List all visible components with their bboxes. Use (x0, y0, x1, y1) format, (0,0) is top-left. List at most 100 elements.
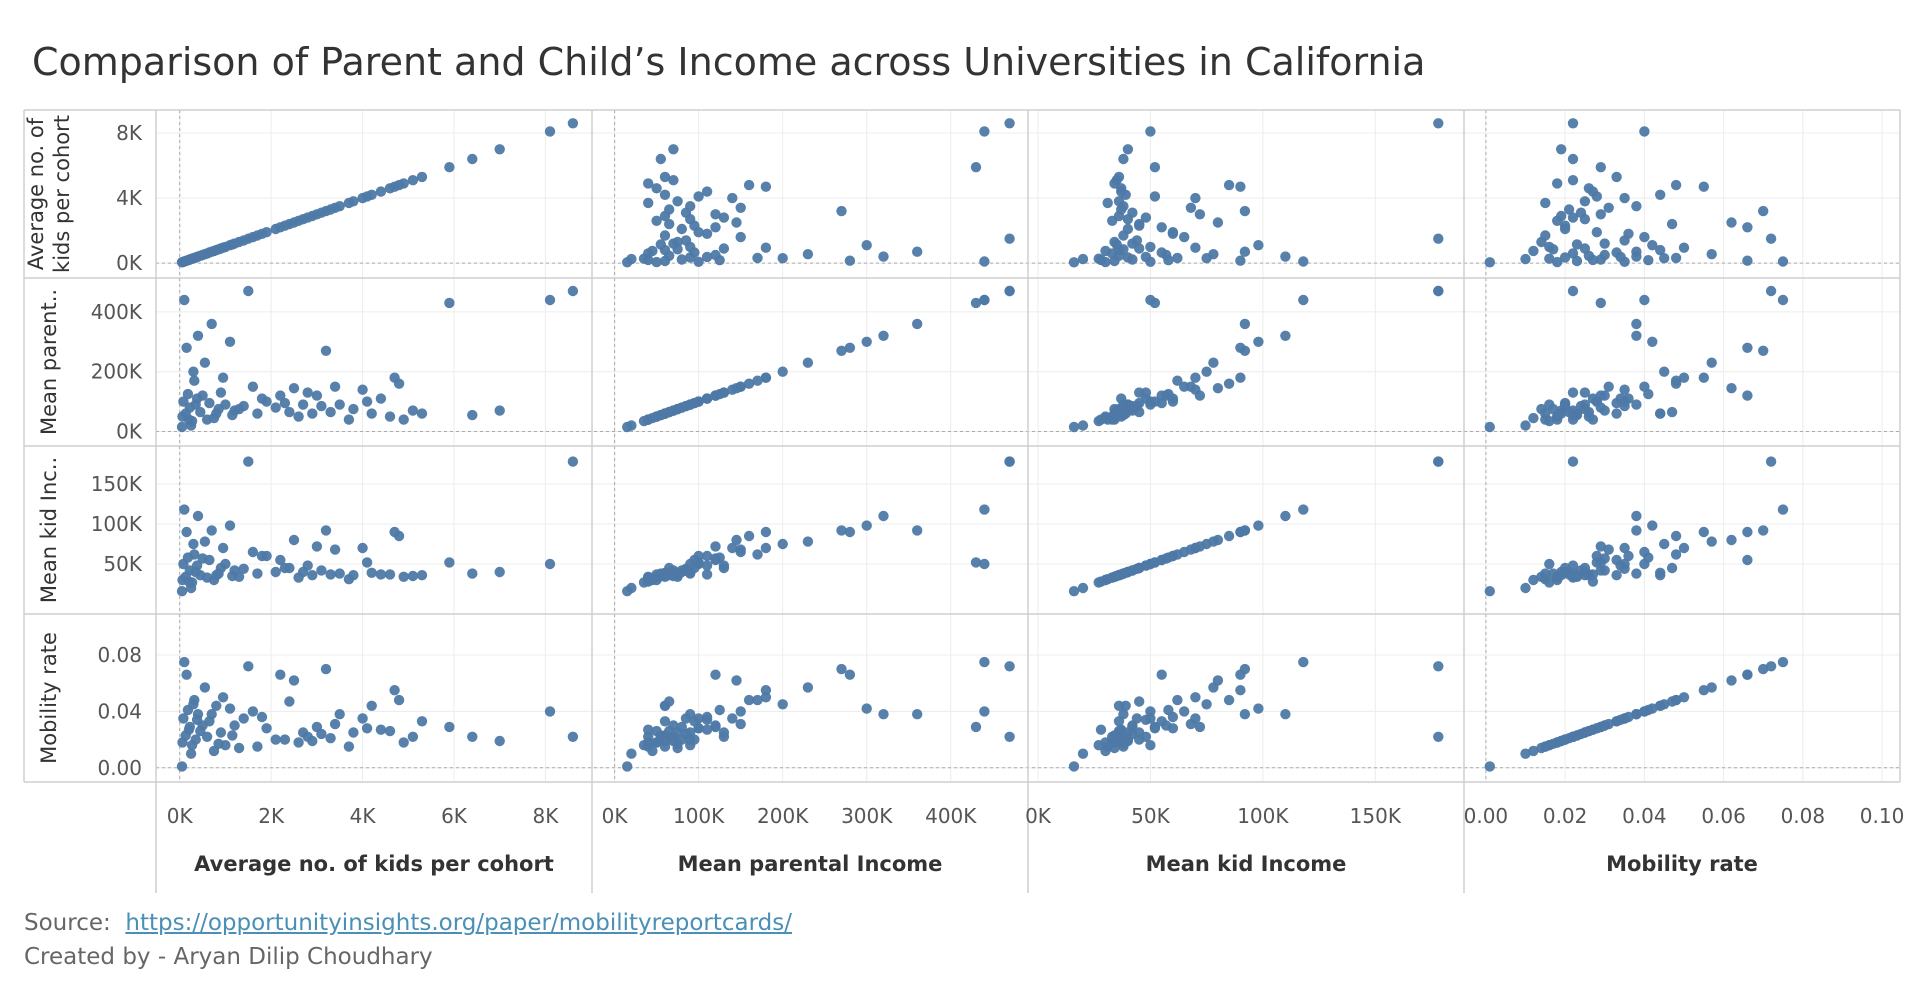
data-point (1623, 711, 1634, 723)
data-point (1201, 699, 1212, 710)
x-tick-label: 0.04 (1622, 804, 1667, 828)
data-point (622, 586, 633, 597)
data-point (302, 387, 313, 398)
data-point (1544, 740, 1555, 751)
data-point (1579, 387, 1591, 398)
data-point (544, 706, 556, 717)
data-point (1552, 178, 1563, 189)
data-point (1706, 536, 1717, 547)
data-point (243, 285, 254, 297)
data-point (1631, 318, 1642, 330)
data-point (293, 411, 304, 422)
data-point (1583, 406, 1595, 418)
data-point (302, 560, 313, 571)
x-tick-label: 150K (1350, 804, 1402, 828)
x-tick-label: 0.08 (1781, 804, 1826, 828)
data-point (626, 748, 637, 759)
data-point (188, 538, 199, 550)
data-point (188, 366, 199, 377)
data-point (215, 727, 227, 738)
data-point (1194, 390, 1206, 401)
data-point (710, 669, 721, 680)
data-point (693, 191, 704, 202)
data-point (247, 706, 259, 717)
data-point (1639, 294, 1650, 306)
data-point (366, 700, 377, 711)
data-point (760, 526, 772, 538)
data-point (760, 181, 772, 192)
data-point (659, 571, 671, 582)
data-point (284, 406, 295, 418)
data-point (316, 400, 327, 412)
data-point (204, 397, 215, 409)
data-point (1298, 294, 1309, 306)
data-point (979, 256, 990, 267)
data-point (1559, 397, 1571, 409)
data-point (252, 408, 263, 419)
data-point (1536, 236, 1547, 248)
data-point (191, 714, 203, 725)
data-point (1567, 118, 1579, 129)
data-point (1134, 734, 1145, 745)
data-point (664, 218, 675, 230)
data-point (1433, 456, 1444, 467)
data-point (710, 222, 721, 233)
data-point (731, 675, 742, 686)
data-point (1239, 709, 1251, 720)
data-point (1140, 212, 1152, 223)
data-point (302, 212, 313, 223)
data-point (643, 724, 654, 735)
data-point (398, 414, 409, 425)
data-point (1706, 682, 1717, 693)
data-point (1615, 251, 1626, 263)
data-point (844, 255, 856, 266)
data-point (1742, 390, 1753, 401)
data-point (651, 183, 662, 194)
data-point (288, 675, 300, 686)
data-point (802, 249, 814, 260)
data-point (1575, 207, 1587, 218)
data-point (731, 534, 742, 546)
y-tick-label: 400K (91, 300, 143, 324)
data-point (398, 737, 409, 748)
data-point (1172, 694, 1183, 706)
data-point (192, 330, 204, 341)
data-point (655, 153, 666, 165)
data-point (1765, 456, 1777, 467)
y-tick-label: 50K (103, 552, 142, 576)
data-point (179, 656, 190, 668)
data-point (743, 179, 755, 191)
data-point (1670, 549, 1682, 560)
data-point (1093, 415, 1104, 427)
data-point (1659, 699, 1670, 710)
data-point (1567, 560, 1579, 571)
data-point (1208, 682, 1219, 693)
data-point (714, 704, 725, 716)
data-point (467, 153, 478, 165)
data-point (1149, 723, 1161, 734)
data-point (1190, 542, 1201, 554)
data-point (979, 504, 990, 515)
data-point (325, 733, 336, 744)
data-point (676, 721, 687, 733)
data-point (284, 696, 295, 707)
data-point (1765, 233, 1777, 244)
data-point (1571, 408, 1583, 419)
data-point (1528, 745, 1539, 757)
source-link[interactable]: https://opportunityinsights.org/paper/mo… (125, 910, 793, 936)
data-point (1134, 243, 1145, 254)
data-point (735, 202, 746, 213)
data-point (676, 223, 687, 235)
y-tick-label: 0K (116, 420, 143, 444)
data-point (1223, 179, 1235, 191)
x-tick-label: 100K (1237, 804, 1289, 828)
data-point (1280, 510, 1291, 522)
data-point (467, 409, 478, 421)
data-point (1208, 249, 1219, 260)
data-point (689, 220, 700, 231)
data-point (1536, 571, 1547, 582)
data-point (1583, 570, 1595, 581)
data-point (1235, 669, 1246, 680)
data-point (256, 550, 268, 562)
data-point (718, 243, 730, 254)
